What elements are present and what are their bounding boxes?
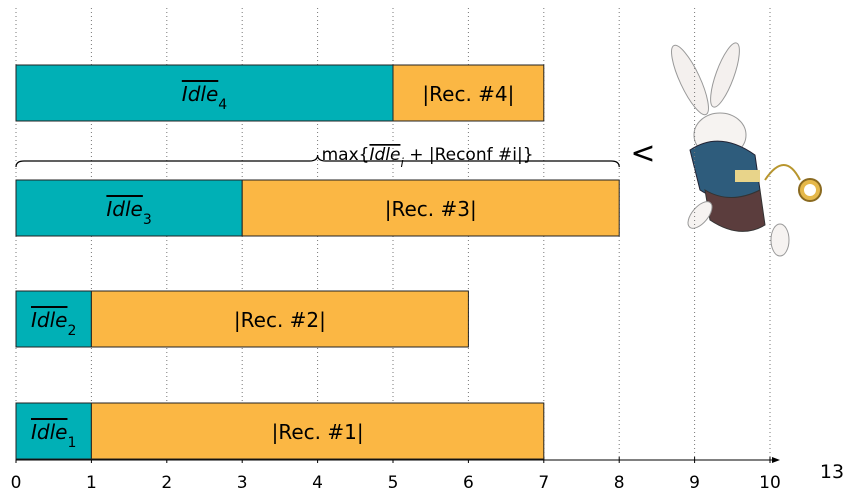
label-text: |Rec. #2| (234, 308, 326, 332)
segment-label: |Rec. #1| (272, 420, 364, 444)
bar-segment (15, 64, 394, 122)
x-tick-label: 10 (759, 473, 781, 492)
bar-segment (241, 179, 620, 237)
bar-segment (90, 290, 469, 348)
label-text: Idle (31, 308, 67, 332)
x-tick-label: 6 (463, 473, 474, 492)
segment-label: |Rec. #3| (385, 197, 477, 221)
label-text: |Rec. #1| (272, 420, 364, 444)
x-tick-label: 4 (312, 473, 323, 492)
x-tick-label: 8 (614, 473, 625, 492)
label-text: Idle (106, 197, 142, 221)
x-tick-label: 7 (538, 473, 549, 492)
annotation-idle: Idle (369, 145, 400, 165)
x-tick-label: 9 (689, 473, 700, 492)
segment-label: |Rec. #4| (422, 82, 514, 106)
label-text: |Rec. #4| (422, 82, 514, 106)
bar-segment (15, 179, 243, 237)
segment-label: Idle2 (31, 308, 76, 339)
bar-segment (90, 402, 545, 460)
segment-label: Idle1 (31, 420, 76, 451)
x-tick-label: 5 (388, 473, 399, 492)
label-text: Idle (31, 420, 67, 444)
axis-arrow (772, 457, 780, 463)
rabbit-illustration (671, 42, 822, 257)
label-text: Idle (182, 82, 218, 106)
label-subscript: 4 (218, 97, 227, 113)
bar-segment (15, 290, 92, 348)
bar-segment (392, 64, 545, 122)
label-text: |Rec. #3| (385, 197, 477, 221)
label-subscript: 3 (143, 212, 152, 228)
segment-label: Idle4 (182, 82, 227, 113)
bar-segment (15, 402, 92, 460)
page-number: 13 (820, 461, 844, 483)
annotation-sub: i (400, 156, 404, 170)
label-subscript: 1 (67, 435, 76, 451)
comparison: < (630, 136, 655, 171)
annotation: max{Idlei + |Reconf #i|} (322, 145, 534, 170)
label-subscript: 2 (67, 323, 76, 339)
x-tick-label: 0 (11, 473, 22, 492)
x-tick-label: 2 (161, 473, 172, 492)
segment-label: |Rec. #2| (234, 308, 326, 332)
segment-label: Idle3 (106, 197, 151, 228)
annotation-prefix: max{ (322, 145, 370, 165)
x-tick-label: 1 (86, 473, 97, 492)
annotation-suffix: + |Reconf #i|} (404, 145, 534, 165)
x-tick-label: 3 (237, 473, 248, 492)
brace (15, 154, 620, 168)
